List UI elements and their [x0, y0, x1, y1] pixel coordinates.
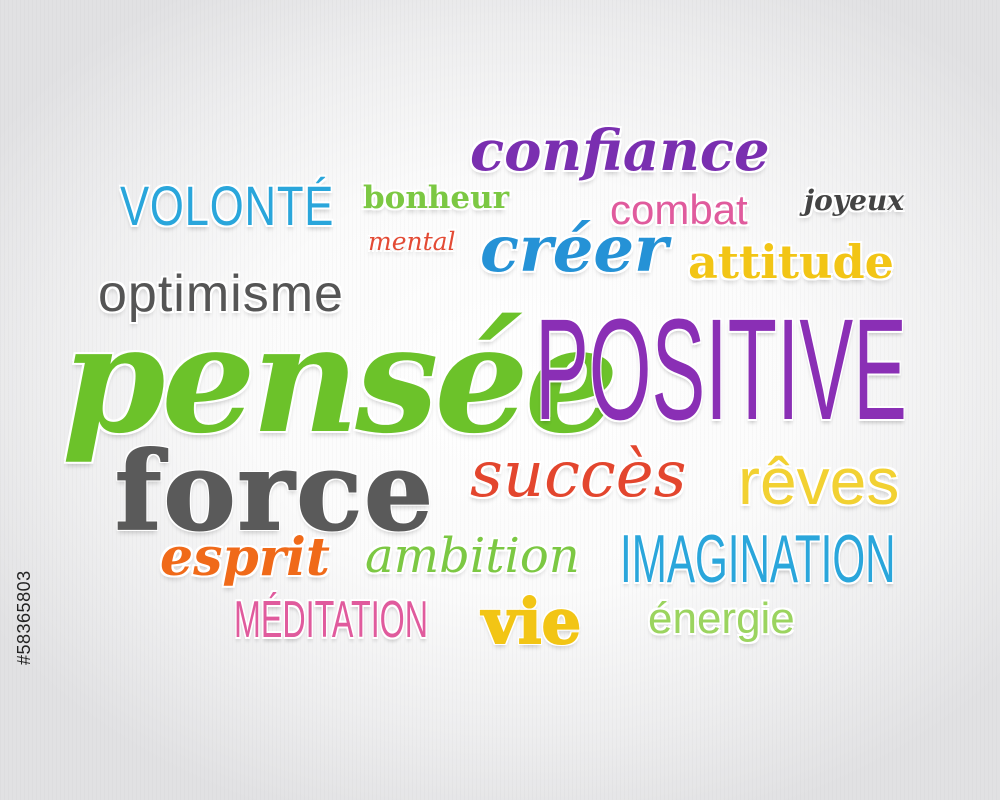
word-combat: combat — [610, 186, 748, 233]
word-force: force — [114, 429, 435, 555]
word-reves: rêves — [738, 444, 900, 518]
word-creer: créer — [480, 212, 668, 287]
word-esprit: esprit — [160, 527, 330, 588]
word-bonheur: bonheur — [363, 180, 510, 216]
word-ambition: ambition — [365, 528, 580, 584]
word-optimisme: optimisme — [98, 265, 344, 323]
word-attitude: attitude — [688, 235, 894, 289]
word-pensee: pensée — [62, 292, 619, 466]
stock-id-label: #58365803 — [14, 570, 34, 665]
word-succes: succès — [470, 438, 687, 512]
word-mental: mental — [368, 227, 456, 256]
word-meditation: MÉDITATION — [234, 591, 429, 649]
word-confiance: confiance — [470, 118, 770, 184]
word-vie: vie — [481, 585, 582, 658]
word-positive: POSITIVE — [535, 289, 907, 450]
word-volonte: VOLONTÉ — [120, 174, 335, 237]
word-energie: énergie — [648, 594, 795, 643]
word-imagination: IMAGINATION — [620, 521, 896, 597]
word-joyeux: joyeux — [804, 184, 904, 217]
